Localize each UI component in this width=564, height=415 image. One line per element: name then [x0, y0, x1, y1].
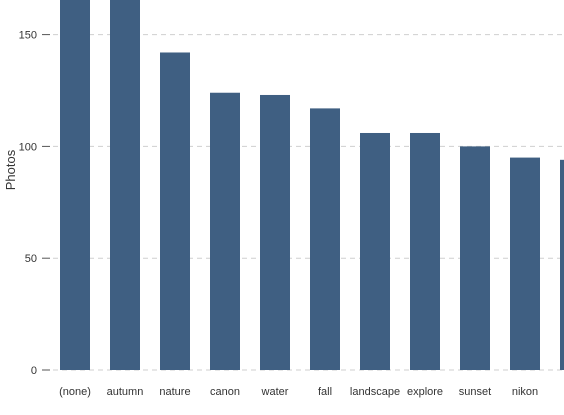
- y-axis-label: Photos: [3, 149, 18, 190]
- y-axis: 0 50 100 150: [19, 30, 50, 377]
- y-tick-label: 100: [19, 141, 37, 153]
- x-tick-label: sunset: [459, 386, 491, 398]
- bar: [260, 94, 290, 371]
- x-tick-label: canon: [210, 386, 240, 398]
- x-tick-label: landscape: [350, 386, 400, 398]
- bar: [210, 92, 240, 371]
- x-tick-label: explore: [407, 386, 443, 398]
- y-tick-label: 150: [19, 30, 37, 42]
- x-tick-label: water: [261, 386, 289, 398]
- bars: [60, 0, 564, 371]
- x-tick-label: (none): [59, 386, 91, 398]
- bar: [410, 132, 440, 370]
- bar: [160, 52, 190, 370]
- bar: [560, 159, 564, 370]
- x-axis-labels: (none) autumn nature canon water fall landscap…: [59, 386, 538, 398]
- bar: [310, 108, 340, 370]
- x-tick-label: nature: [159, 386, 190, 398]
- bar: [460, 146, 490, 370]
- x-tick-label: autumn: [107, 386, 144, 398]
- bar: [510, 157, 540, 370]
- y-tick-label: 50: [25, 253, 37, 265]
- bar: [110, 0, 140, 370]
- y-tick-label: 0: [31, 365, 37, 377]
- bar: [60, 0, 90, 370]
- bar: [360, 132, 390, 370]
- x-tick-label: nikon: [512, 386, 538, 398]
- x-tick-label: fall: [318, 386, 332, 398]
